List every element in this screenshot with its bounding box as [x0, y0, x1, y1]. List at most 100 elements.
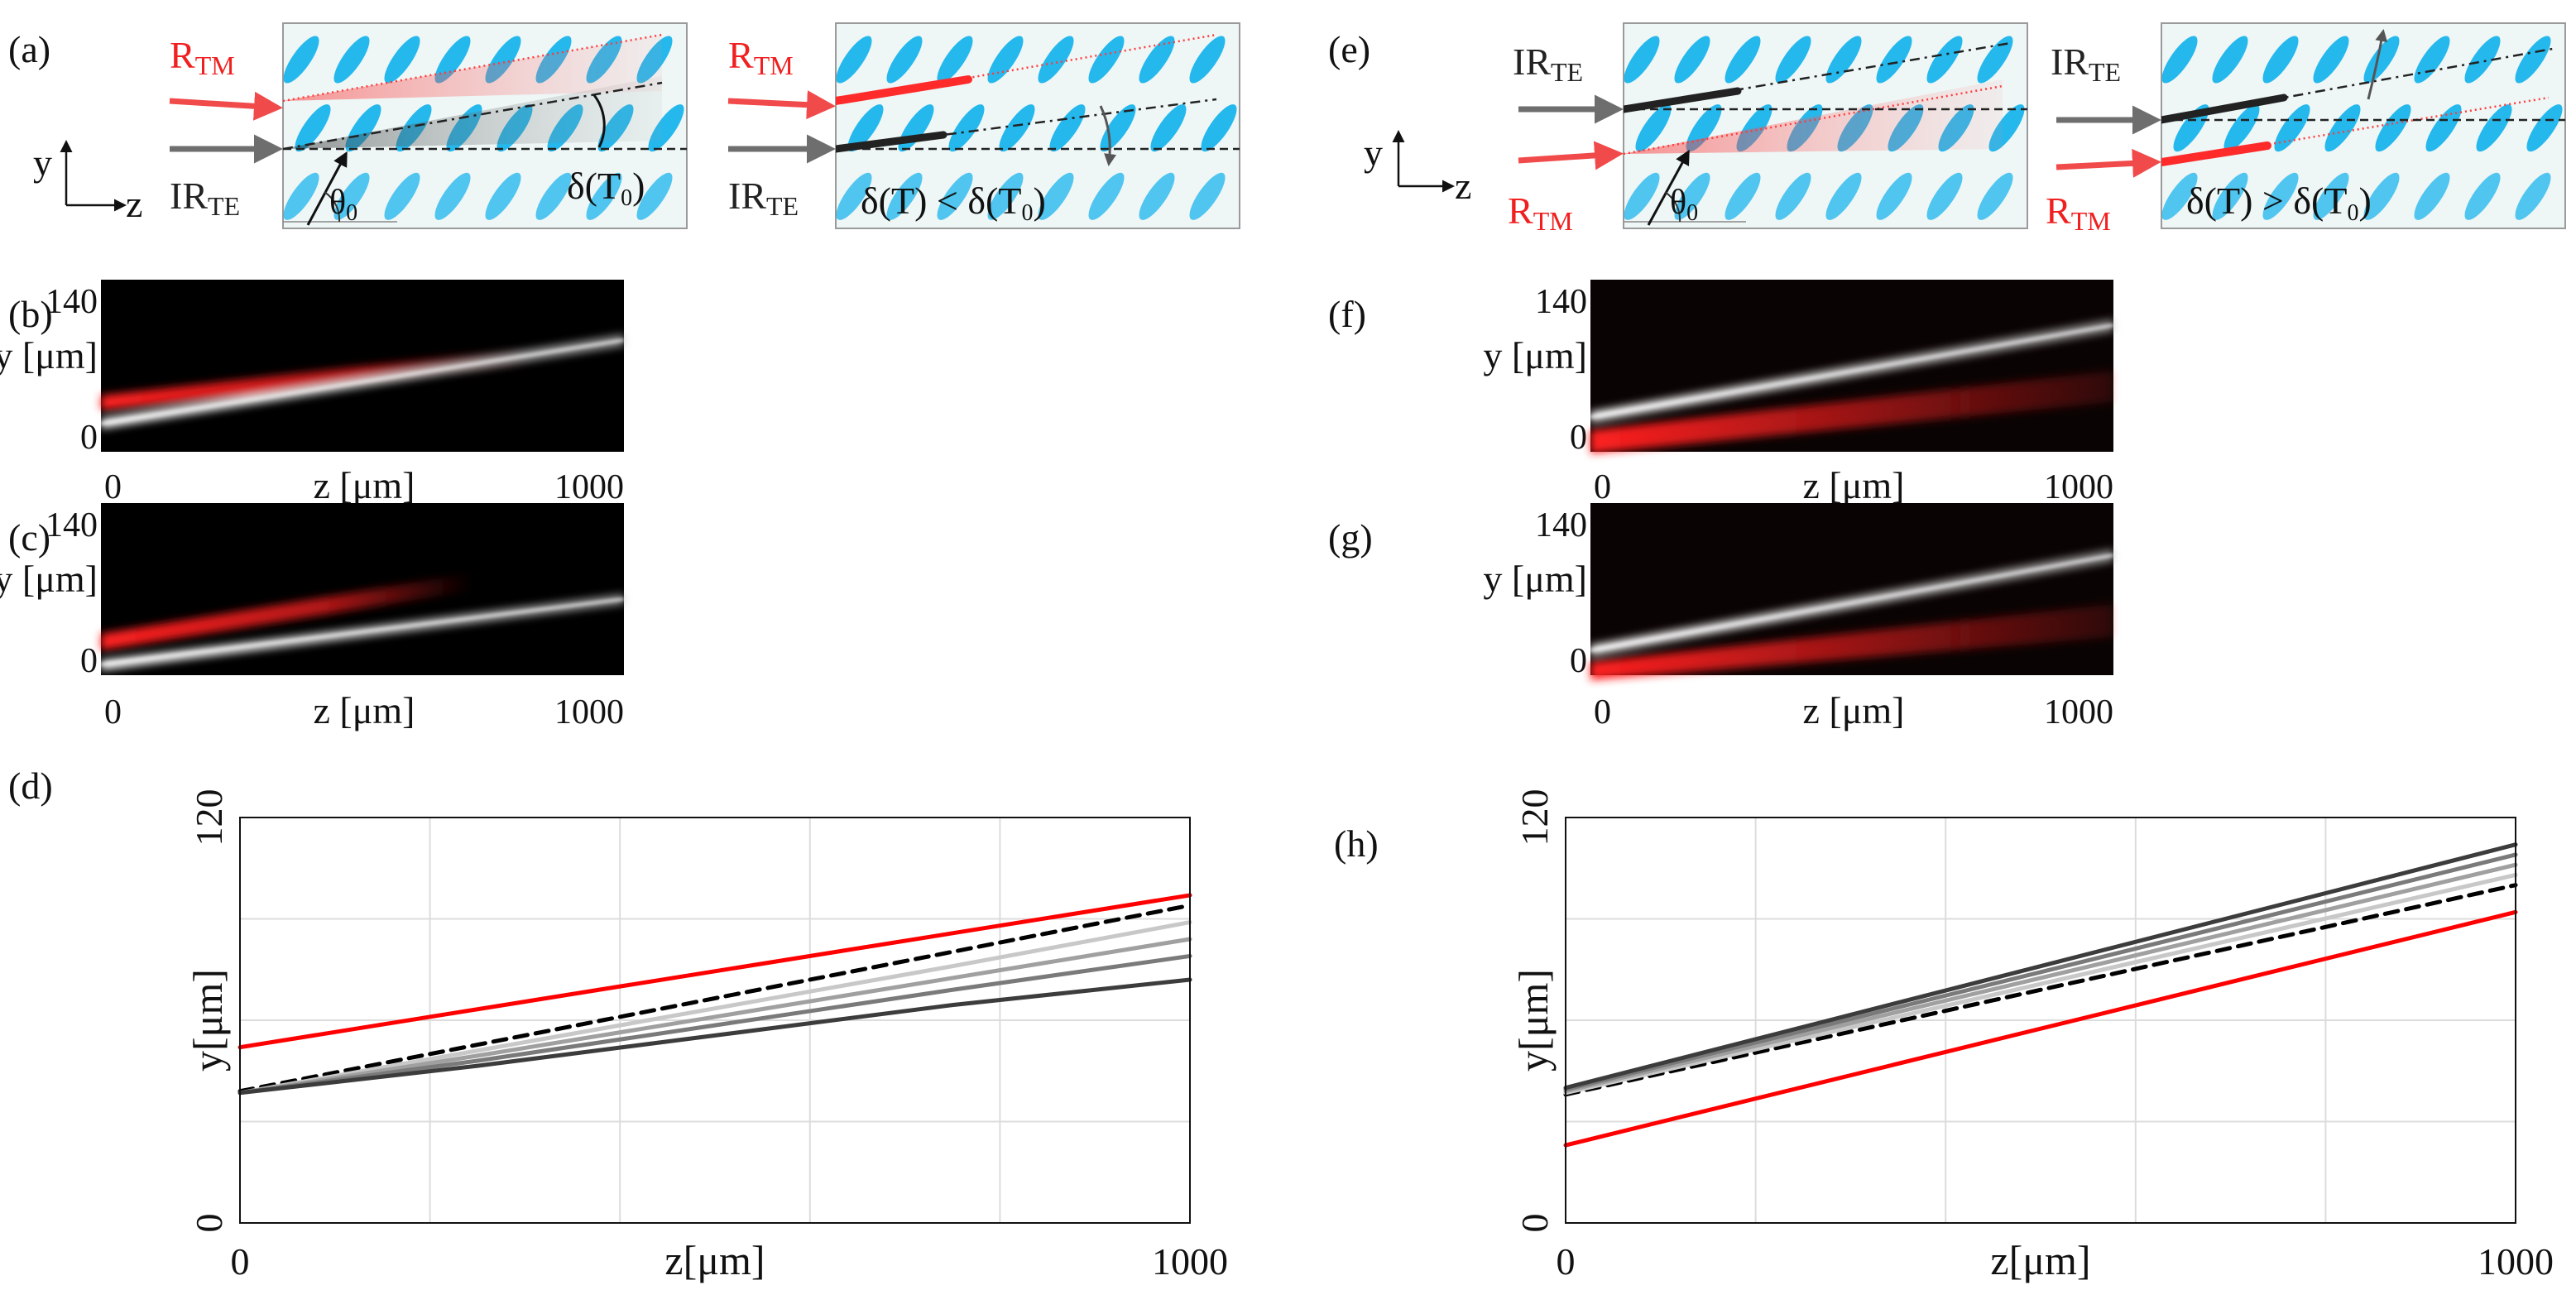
r-tm-label-a2: RTM	[728, 34, 794, 80]
series-line-0	[237, 893, 1192, 1050]
lc-molecule	[2526, 104, 2563, 152]
lc-molecule	[1825, 36, 1862, 84]
series-line-1	[237, 903, 1192, 1094]
lc-molecule	[937, 172, 973, 220]
lc-molecule	[2262, 36, 2299, 84]
chart-d: 0 1000 z[μm] 0 120 y[μm]	[185, 789, 1228, 1284]
xtick-left-f: 0	[1594, 468, 1611, 506]
panel-a: (a) y z θ0 δ(T0)	[8, 22, 1240, 229]
lc-molecule	[1624, 172, 1660, 220]
y-axis-label: y[μm]	[185, 969, 231, 1072]
lc-molecule	[2324, 104, 2361, 152]
lc-molecule	[999, 104, 1035, 152]
lc-molecule	[987, 36, 1024, 84]
panel-letter-d: (d)	[8, 765, 53, 807]
ytick-bottom-g: 0	[1570, 642, 1587, 680]
lc-molecule	[1674, 36, 1710, 84]
panel-letter-a: (a)	[8, 28, 50, 70]
xtick-label: 0	[1557, 1240, 1576, 1283]
panel-c: (c) 140 y [μm] 0 0 z [μm] 1000	[0, 503, 625, 731]
lc-molecule	[295, 104, 331, 152]
xtick-label: 1000	[2478, 1240, 2554, 1283]
ytick-top-b: 140	[46, 283, 98, 321]
lc-molecule	[2161, 172, 2198, 220]
series-line-5	[237, 977, 1192, 1096]
lc-molecule	[283, 36, 319, 84]
theta-label: θ0	[329, 184, 357, 226]
xlabel-c: z [μm]	[314, 689, 415, 731]
lc-molecule	[1139, 172, 1175, 220]
lc-molecule	[1876, 36, 1912, 84]
lc-molecule	[1977, 36, 2013, 84]
ytick-bottom-f: 0	[1570, 419, 1587, 457]
lc-molecule	[586, 172, 622, 220]
lc-molecule	[1775, 172, 1811, 220]
panel-letter-h: (h)	[1334, 822, 1379, 865]
white-beam-core-g	[1590, 554, 2114, 652]
lc-molecule	[1189, 36, 1226, 84]
lc-molecule	[1725, 36, 1761, 84]
ylabel-c: y [μm]	[0, 558, 98, 600]
lc-molecule	[2161, 36, 2198, 84]
r-tm-label-e1: RTM	[1508, 189, 1573, 236]
xtick-label: 0	[231, 1240, 250, 1283]
theta-arc	[1664, 191, 1681, 223]
plot-frame	[239, 817, 1191, 1224]
lc-molecule	[636, 172, 673, 220]
y-axis-label: y[μm]	[1510, 969, 1557, 1072]
lc-molecule	[1977, 172, 2013, 220]
ylabel-f: y [μm]	[1483, 334, 1587, 376]
lc-molecule	[333, 172, 370, 220]
lc-molecule	[1674, 172, 1710, 220]
lc-molecule	[2515, 36, 2551, 84]
lc-molecule	[1624, 36, 1660, 84]
ir-beam	[1624, 87, 1742, 113]
series-line-4	[1563, 852, 2518, 1092]
series-line-5	[1563, 842, 2518, 1091]
lc-molecule	[2313, 36, 2349, 84]
lc-molecule	[333, 36, 370, 84]
lc-molecule	[2212, 172, 2248, 220]
theta-label: θ0	[1670, 184, 1698, 226]
lc-molecule	[1686, 104, 1722, 152]
lc-molecule	[2414, 172, 2450, 220]
series-line-2	[1563, 872, 2518, 1096]
lc-molecule	[2515, 172, 2551, 220]
xlabel-b: z [μm]	[314, 464, 415, 506]
ytick-label: 0	[188, 1214, 230, 1233]
plot-frame	[1565, 817, 2516, 1224]
ir-te-label-a1: IRTE	[170, 175, 240, 221]
xtick-left-b: 0	[104, 468, 122, 506]
series-line-1	[1563, 883, 2518, 1097]
white-beam-core-b	[100, 338, 625, 425]
lc-molecule	[2425, 104, 2462, 152]
micrograph-b	[101, 280, 624, 452]
lc-cell-diagram-a1: θ0 δ(T0)	[282, 22, 688, 229]
lc-molecule	[1150, 104, 1187, 152]
lc-molecule	[2464, 36, 2501, 84]
xtick-left-g: 0	[1594, 693, 1611, 731]
lc-molecule	[384, 172, 420, 220]
xlabel-g: z [μm]	[1803, 689, 1905, 731]
lc-cell-diagram-e1: θ0	[1623, 22, 2028, 229]
lc-molecule	[485, 172, 521, 220]
lc-molecule	[1189, 172, 1226, 220]
lc-molecule	[1775, 36, 1811, 84]
ytick-bottom-c: 0	[80, 642, 98, 680]
delta-label: δ(T0)	[567, 165, 645, 211]
xtick-right-f: 1000	[2044, 468, 2113, 506]
lc-molecule	[2464, 172, 2501, 220]
decrease-arrow	[1099, 105, 1116, 166]
lc-molecule	[1139, 36, 1175, 84]
axis-label-y-e: y	[1364, 132, 1383, 174]
ylabel-b: y [μm]	[0, 334, 98, 376]
ir-beam-cone	[283, 76, 662, 149]
lc-molecule	[836, 172, 872, 220]
lc-molecule	[2223, 104, 2260, 152]
panel-letter-g: (g)	[1328, 516, 1373, 559]
series-line-2	[237, 920, 1192, 1096]
axis-label-z-a: z	[126, 183, 142, 225]
lc-molecule	[2363, 36, 2400, 84]
lc-molecule	[2274, 104, 2310, 152]
ylabel-g: y [μm]	[1483, 558, 1587, 600]
